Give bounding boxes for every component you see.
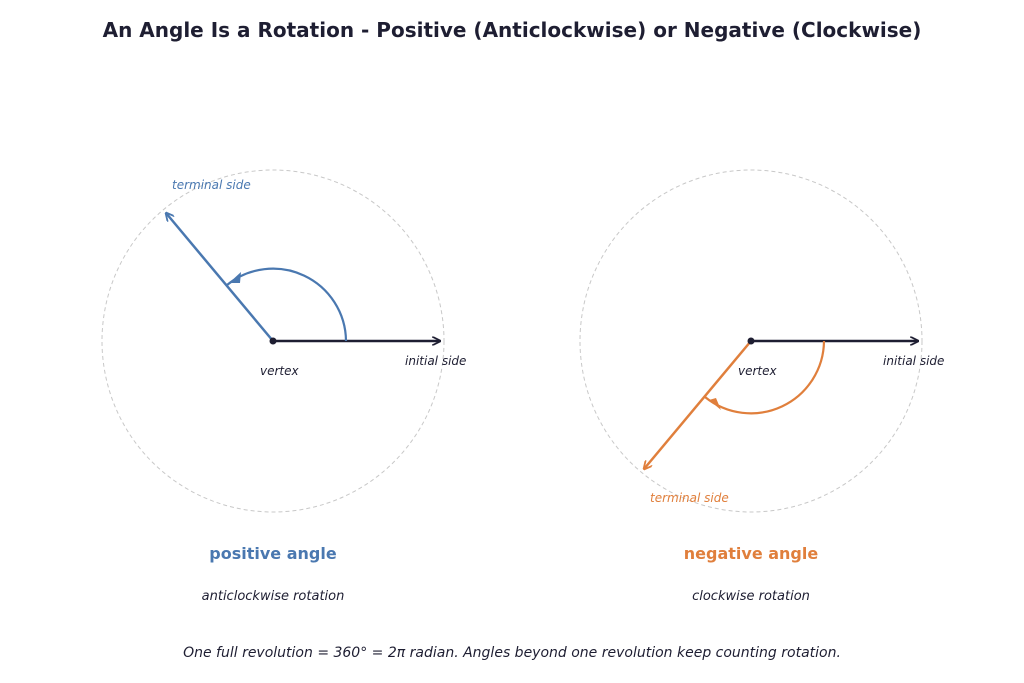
negative-angle-panel: terminal side initial side vertex bbox=[579, 169, 944, 513]
initial-side-label-right: initial side bbox=[883, 354, 944, 368]
arc-arrowhead-right bbox=[709, 398, 721, 410]
terminal-side-arrow-right bbox=[644, 340, 752, 469]
rotation-arc-clockwise bbox=[704, 340, 826, 415]
initial-side-label-left: initial side bbox=[405, 354, 466, 368]
vertex-label-right: vertex bbox=[738, 364, 778, 378]
rotation-arc-anticlockwise bbox=[226, 267, 348, 342]
terminal-side-label-right: terminal side bbox=[650, 491, 729, 505]
unit-circle-right bbox=[579, 169, 923, 513]
positive-angle-subheading: anticlockwise rotation bbox=[201, 589, 345, 604]
positive-angle-heading: positive angle bbox=[209, 544, 337, 563]
page-title: An Angle Is a Rotation - Positive (Antic… bbox=[102, 18, 922, 42]
vertex-dot-right bbox=[747, 337, 755, 345]
vertex-dot-left bbox=[269, 337, 277, 345]
negative-angle-subheading: clockwise rotation bbox=[692, 589, 810, 604]
terminal-side-label-left: terminal side bbox=[172, 178, 251, 192]
terminal-side-arrow-left bbox=[166, 213, 274, 342]
negative-angle-heading: negative angle bbox=[683, 544, 819, 563]
arc-arrowhead-left bbox=[229, 272, 241, 283]
unit-circle-left bbox=[101, 169, 445, 513]
positive-angle-panel: terminal side initial side vertex bbox=[101, 169, 466, 513]
footer-note: One full revolution = 360° = 2π radian. … bbox=[183, 645, 841, 661]
vertex-label-left: vertex bbox=[260, 364, 300, 378]
